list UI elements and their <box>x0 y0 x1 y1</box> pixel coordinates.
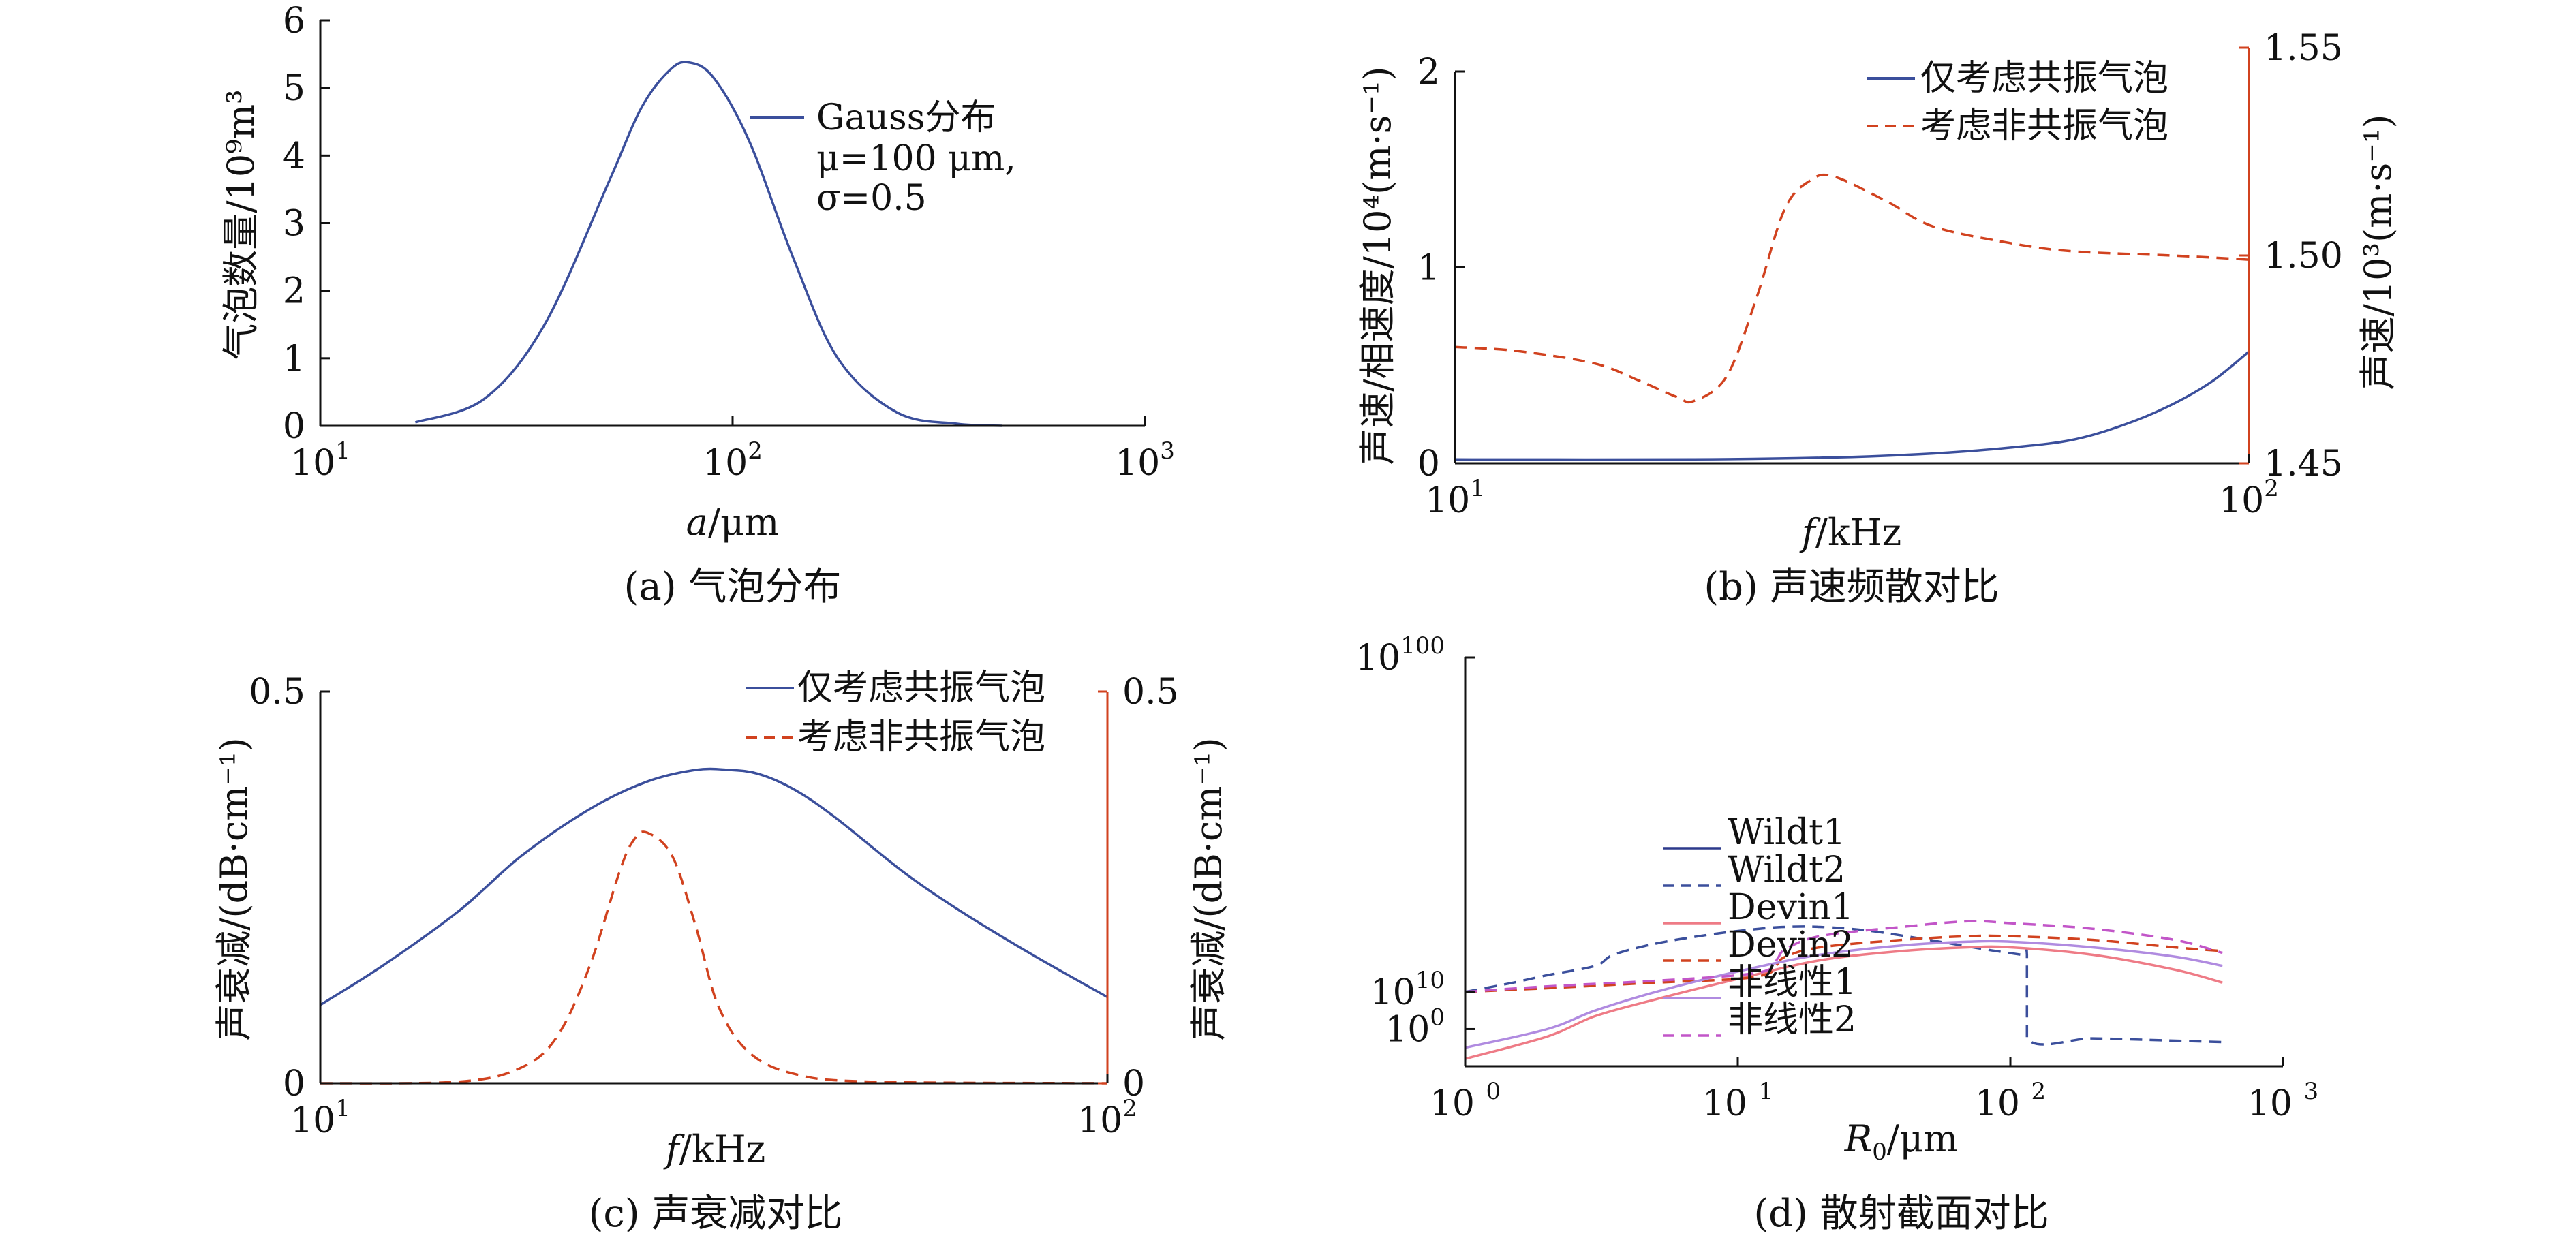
panel-a-legend-line2: μ=100 μm, <box>816 138 1016 179</box>
panel-b-xtick-label: 101 <box>1425 475 1485 521</box>
panel-d-xlabel: R0/μm <box>1844 1117 1959 1166</box>
panel-a-xlabel: a/μm <box>686 501 780 544</box>
panel-a: 0 1 2 3 4 5 6 101 102 103 气泡数量/10⁹m³ a/μm (a) 气泡分… <box>219 1 1175 609</box>
panel-a-ytick-label: 0 <box>283 406 305 447</box>
panel-b-legend: 仅考虑共振气泡 考虑非共振气泡 <box>1867 58 2168 146</box>
panel-d-series-wildt2 <box>1465 925 2223 1046</box>
panel-b-series-nonresonant <box>1454 173 2250 404</box>
panel-a-legend-line1: Gauss分布 <box>816 97 996 138</box>
panel-c-ytick-right-label: 0 <box>1122 1064 1145 1104</box>
panel-a-ytick-label: 3 <box>283 204 305 245</box>
panel-d-plot <box>1465 920 2223 1060</box>
panel-c-series-nonresonant <box>320 830 1108 1085</box>
panel-c: 0 0.5 0 0.5 101 102 声衰减/(dB·cm⁻¹) 声衰减/(dB·cm⁻… <box>213 668 1230 1236</box>
panel-c-legend-label-1: 仅考虑共振气泡 <box>797 668 1045 709</box>
panel-b-ytick-left-label: 2 <box>1417 52 1440 93</box>
panel-a-ytick-label: 5 <box>283 68 305 109</box>
panel-b-caption: (b) 声速频散对比 <box>1704 565 1999 609</box>
panel-d-caption: (d) 散射截面对比 <box>1753 1192 2049 1236</box>
panel-b-ytick-left-label: 1 <box>1417 248 1440 289</box>
panel-b-ticks: 0 1 2 1.45 1.50 1.55 101 102 <box>1417 28 2343 521</box>
panel-d-legend-label: 非线性2 <box>1728 999 1856 1040</box>
panel-b-legend-label-2: 考虑非共振气泡 <box>1920 106 2168 146</box>
panel-b-ytick-left-label: 0 <box>1417 444 1440 484</box>
panel-d-legend-label: Devin2 <box>1728 925 1854 965</box>
panel-b-plot <box>1454 173 2250 461</box>
panel-a-xtick-label: 101 <box>290 437 350 484</box>
panel-c-series-resonant <box>320 767 1108 1006</box>
panel-d-ytick-label: 10100 <box>1355 632 1445 679</box>
panel-d-legend-label: Devin1 <box>1728 887 1854 928</box>
panel-c-caption: (c) 声衰减对比 <box>589 1192 843 1236</box>
panel-b-xlabel: f/kHz <box>1799 511 1901 554</box>
panel-d-xtick-label: 10 1 <box>1702 1078 1773 1124</box>
panel-a-ytick-label: 4 <box>283 136 305 176</box>
panel-d-xtick-label: 10 3 <box>2248 1078 2318 1124</box>
panel-a-plot <box>414 61 1002 427</box>
panel-c-ylabel-right: 声衰减/(dB·cm⁻¹) <box>1187 737 1230 1040</box>
panel-b-ytick-right-label: 1.50 <box>2264 236 2343 277</box>
panel-c-ytick-right-label: 0.5 <box>1122 672 1179 713</box>
panel-a-xtick-label: 102 <box>703 437 763 484</box>
panel-d-legend-label: Wildt2 <box>1728 850 1845 890</box>
panel-d-xtick-label: 10 0 <box>1430 1078 1501 1124</box>
panel-d-ytick-label: 1010 <box>1370 967 1445 1013</box>
panel-a-caption: (a) 气泡分布 <box>624 565 842 609</box>
panel-a-ylabel: 气泡数量/10⁹m³ <box>219 89 262 360</box>
panel-c-legend: 仅考虑共振气泡 考虑非共振气泡 <box>746 668 1045 758</box>
panel-c-ytick-left-label: 0 <box>283 1064 305 1104</box>
panel-a-ytick-label: 2 <box>283 271 305 312</box>
panel-a-ytick-label: 6 <box>283 1 305 42</box>
panel-c-plot <box>320 767 1108 1085</box>
panel-d-legend-label: Wildt1 <box>1728 812 1845 853</box>
panel-c-ylabel-left: 声衰减/(dB·cm⁻¹) <box>213 737 256 1040</box>
panel-b-ylabel-right: 声速/10³(m·s⁻¹) <box>2357 114 2399 390</box>
panel-b-ytick-right-label: 1.55 <box>2264 28 2343 69</box>
panel-a-ticks: 0 1 2 3 4 5 6 101 102 103 <box>283 1 1175 484</box>
panel-d-ytick-label: 100 <box>1385 1004 1445 1050</box>
panel-a-legend-line3: σ=0.5 <box>816 178 927 219</box>
panel-a-xtick-label: 103 <box>1115 437 1175 484</box>
panel-d-series-nonlinear2 <box>1465 920 2223 993</box>
panel-c-legend-label-2: 考虑非共振气泡 <box>797 717 1045 758</box>
panel-c-xtick-label: 102 <box>1077 1095 1137 1141</box>
panel-a-ytick-label: 1 <box>283 339 305 379</box>
panel-b-legend-label-1: 仅考虑共振气泡 <box>1920 58 2168 99</box>
panel-a-legend: Gauss分布 μ=100 μm, σ=0.5 <box>750 97 1016 219</box>
panel-b-xtick-label: 102 <box>2219 475 2279 521</box>
panel-b-ytick-right-label: 1.45 <box>2264 444 2343 484</box>
panel-c-ticks: 0 0.5 0 0.5 101 102 <box>249 672 1178 1141</box>
panel-d-series-devin1 <box>1465 945 2223 1060</box>
panel-c-xlabel: f/kHz <box>663 1128 765 1170</box>
panel-d-series-devin2 <box>1465 934 2223 993</box>
panel-c-ytick-left-label: 0.5 <box>249 672 305 713</box>
panel-a-series-gauss <box>414 61 1002 427</box>
panel-d-series-nonlinear1 <box>1465 940 2223 1049</box>
panel-b-ylabel-left: 声速/相速度/10⁴(m·s⁻¹) <box>1356 66 1399 465</box>
panel-c-xtick-label: 101 <box>290 1095 350 1141</box>
panel-d-xtick-label: 10 2 <box>1975 1078 2046 1124</box>
panel-d-legend-label: 非线性1 <box>1728 962 1856 1003</box>
panel-b-series-resonant <box>1454 350 2250 461</box>
